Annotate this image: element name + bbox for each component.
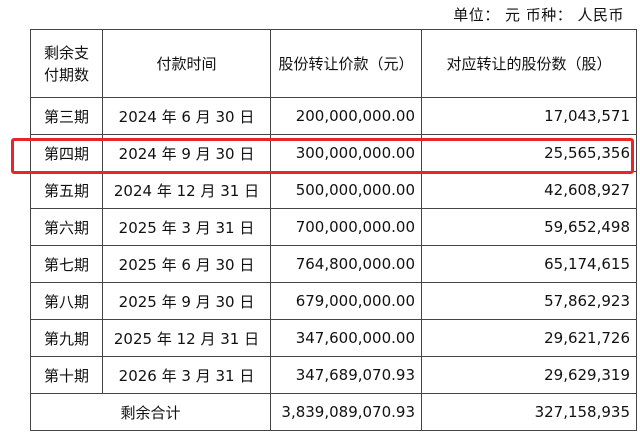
cell-shares: 57,862,923 <box>421 282 637 320</box>
table-row: 第四期 2024 年 9 月 30 日 300,000,000.00 25,56… <box>30 134 637 172</box>
table-header-row: 剩余支 付期数 付款时间 股份转让价款（元） 对应转让的股份数（股） <box>30 29 637 98</box>
payment-schedule-table: 剩余支 付期数 付款时间 股份转让价款（元） 对应转让的股份数（股） 第三期 2… <box>30 29 637 431</box>
table-row: 第十期 2026 年 3 月 31 日 347,689,070.93 29,62… <box>30 356 637 394</box>
cell-time: 2025 年 9 月 30 日 <box>102 282 271 320</box>
cell-price: 200,000,000.00 <box>270 97 422 135</box>
cell-price: 679,000,000.00 <box>270 282 422 320</box>
cell-shares: 29,629,319 <box>421 356 637 394</box>
cell-shares: 17,043,571 <box>421 97 637 135</box>
total-label: 剩余合计 <box>30 393 271 431</box>
cell-period: 第六期 <box>30 208 103 246</box>
cell-period: 第五期 <box>30 171 103 209</box>
cell-time: 2025 年 3 月 31 日 <box>102 208 271 246</box>
cell-shares: 42,608,927 <box>421 171 637 209</box>
header-period: 剩余支 付期数 <box>30 29 103 98</box>
cell-time: 2026 年 3 月 31 日 <box>102 356 271 394</box>
cell-time: 2024 年 9 月 30 日 <box>102 134 271 172</box>
table-row: 第五期 2024 年 12 月 31 日 500,000,000.00 42,6… <box>30 171 637 209</box>
cell-time: 2024 年 12 月 31 日 <box>102 171 271 209</box>
header-payment-time: 付款时间 <box>102 29 271 98</box>
total-price: 3,839,089,070.93 <box>270 393 422 431</box>
header-period-label: 剩余支 付期数 <box>43 43 89 84</box>
table-row: 第九期 2025 年 12 月 31 日 347,600,000.00 29,6… <box>30 319 637 357</box>
currency-unit-note: 单位： 元 币种： 人民币 <box>453 6 624 24</box>
header-transfer-price: 股份转让价款（元） <box>270 29 422 98</box>
table-row: 第三期 2024 年 6 月 30 日 200,000,000.00 17,04… <box>30 97 637 135</box>
cell-time: 2025 年 6 月 30 日 <box>102 245 271 283</box>
total-shares: 327,158,935 <box>421 393 637 431</box>
cell-time: 2025 年 12 月 31 日 <box>102 319 271 357</box>
cell-price: 347,689,070.93 <box>270 356 422 394</box>
cell-shares: 65,174,615 <box>421 245 637 283</box>
table-row: 第七期 2025 年 6 月 30 日 764,800,000.00 65,17… <box>30 245 637 283</box>
table-total-row: 剩余合计 3,839,089,070.93 327,158,935 <box>30 393 637 431</box>
cell-period: 第三期 <box>30 97 103 135</box>
cell-price: 500,000,000.00 <box>270 171 422 209</box>
cell-period: 第八期 <box>30 282 103 320</box>
cell-shares: 29,621,726 <box>421 319 637 357</box>
cell-period: 第七期 <box>30 245 103 283</box>
cell-period: 第九期 <box>30 319 103 357</box>
cell-price: 764,800,000.00 <box>270 245 422 283</box>
header-transfer-shares: 对应转让的股份数（股） <box>421 29 637 98</box>
cell-time: 2024 年 6 月 30 日 <box>102 97 271 135</box>
cell-price: 300,000,000.00 <box>270 134 422 172</box>
cell-period: 第四期 <box>30 134 103 172</box>
cell-period: 第十期 <box>30 356 103 394</box>
cell-shares: 25,565,356 <box>421 134 637 172</box>
table-row: 第六期 2025 年 3 月 31 日 700,000,000.00 59,65… <box>30 208 637 246</box>
table-row: 第八期 2025 年 9 月 30 日 679,000,000.00 57,86… <box>30 282 637 320</box>
cell-shares: 59,652,498 <box>421 208 637 246</box>
cell-price: 700,000,000.00 <box>270 208 422 246</box>
cell-price: 347,600,000.00 <box>270 319 422 357</box>
